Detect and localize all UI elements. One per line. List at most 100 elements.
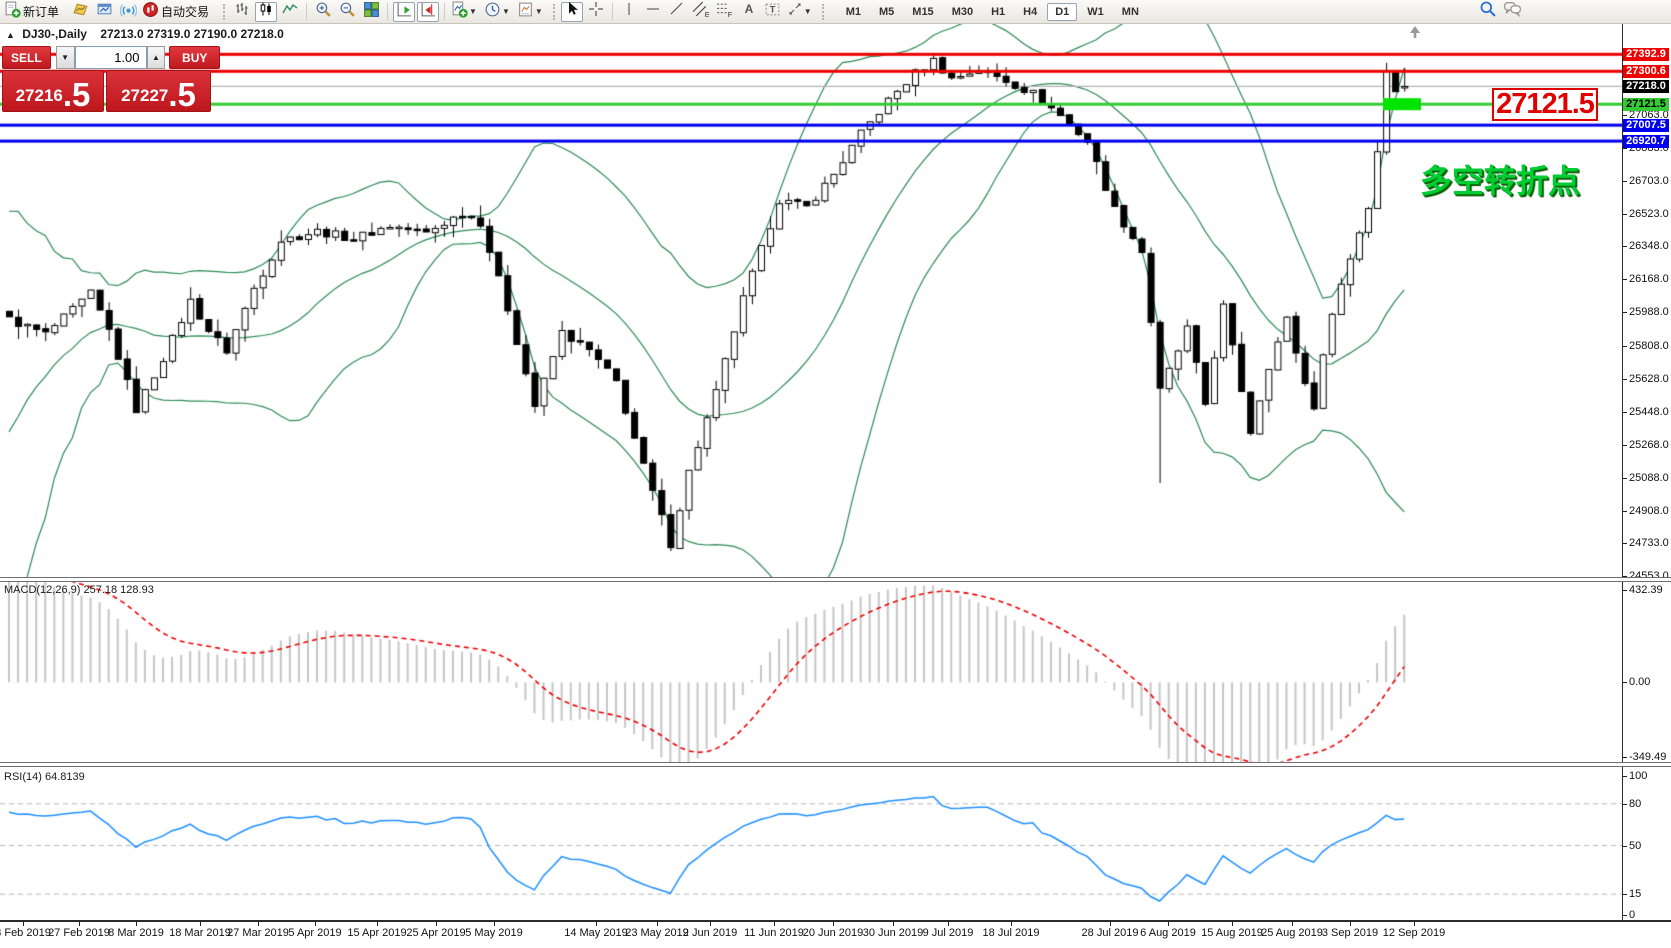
toolbar-separator (387, 3, 389, 20)
price-tick-tick (1622, 411, 1627, 413)
search-icon (1479, 0, 1497, 23)
timeframe-button-M30[interactable]: M30 (951, 5, 974, 18)
price-tick-tick (1622, 312, 1627, 314)
rsi-tick-tick (1622, 894, 1627, 896)
signal-icon (119, 1, 137, 23)
price-tick-tick (1622, 345, 1627, 347)
new-chart-button[interactable] (69, 2, 91, 22)
timeframe-button-H4[interactable]: H4 (1023, 5, 1038, 18)
trendline-icon (669, 1, 685, 22)
text-label-tool[interactable]: T (762, 2, 784, 22)
chevron-down-icon: ▼ (534, 7, 543, 16)
chart-ohlc-info: ▲ DJ30-,Daily 27213.0 27319.0 27190.0 27… (6, 27, 284, 41)
time-axis-line (0, 920, 1671, 922)
rsi-label: RSI(14) 64.8139 (4, 771, 85, 783)
buy-button[interactable]: BUY (169, 46, 221, 69)
rsi-tick-tick (1622, 915, 1627, 916)
date-tick (710, 922, 711, 926)
buy-price-frac: .5 (168, 75, 196, 113)
date-label: 25 Apr 2019 (406, 927, 466, 939)
line-chart-button[interactable] (279, 2, 301, 22)
periods-button[interactable]: ▼ (483, 2, 514, 22)
price-tick-tick (1622, 576, 1627, 578)
sell-price-frac: .5 (62, 75, 91, 113)
profiles-button[interactable] (93, 2, 115, 22)
date-tick (315, 922, 316, 926)
zoom-out-button[interactable] (336, 2, 358, 22)
text-tool[interactable]: A (738, 2, 760, 22)
new-order-label: 新订单 (23, 5, 60, 19)
price-tick-tick (1622, 543, 1627, 545)
timeframe-button-D1[interactable]: D1 (1047, 2, 1078, 21)
fibonacci-icon: F (716, 1, 733, 23)
bar-chart-button[interactable] (231, 2, 253, 22)
chat-button[interactable] (1501, 1, 1523, 21)
macd-tick-label: -349.49 (1629, 751, 1667, 763)
toolbar-separator (306, 3, 308, 20)
candlestick-icon (258, 1, 274, 22)
timeframe-button-W1[interactable]: W1 (1087, 5, 1104, 18)
indicators-button[interactable]: ▼ (450, 1, 481, 22)
main-macd-splitter[interactable] (0, 577, 1671, 582)
timeframe-button-MN[interactable]: MN (1121, 5, 1139, 18)
date-label: 9 Jul 2019 (922, 927, 974, 939)
cursor-button[interactable] (560, 1, 583, 22)
macd-tick-tick (1622, 590, 1627, 591)
line-chart-icon (282, 1, 298, 22)
chart-shift-marker-icon[interactable] (1408, 25, 1422, 44)
volume-input[interactable] (74, 46, 147, 69)
main-chart-canvas[interactable] (0, 24, 1622, 578)
timeframe-button-M1[interactable]: M1 (845, 5, 861, 18)
chart-shift-button[interactable] (417, 1, 440, 22)
price-badge: 27392.9 (1623, 47, 1669, 61)
price-badge: 27218.0 (1623, 79, 1669, 93)
channel-tool[interactable]: E (690, 1, 712, 22)
price-tick-tick (1622, 148, 1627, 150)
buy-price-display[interactable]: 27227 .5 (106, 70, 211, 112)
timeframe-button-M15[interactable]: M15 (912, 5, 934, 18)
time-axis[interactable]: 8 Feb 2019 27 Feb 2019 8 Mar 2019 18 Mar 20… (0, 922, 1671, 948)
svg-text:T: T (770, 4, 776, 15)
price-tick-tick (1622, 279, 1627, 281)
sell-price-display[interactable]: 27216 .5 (2, 70, 104, 112)
date-tick (377, 922, 378, 926)
price-annotation-box[interactable]: 27121.5 (1492, 88, 1598, 121)
auto-trading-label: 自动交易 (161, 5, 210, 19)
fibonacci-tool[interactable]: F (714, 2, 736, 22)
auto-scroll-button[interactable] (393, 1, 416, 22)
panel-collapse-icon[interactable]: ▲ (6, 30, 15, 40)
volume-increase-button[interactable]: ▲ (146, 46, 166, 69)
one-click-trading-panel: SELL ▼ ▲ BUY 27216 .5 27227 .5 (2, 46, 221, 112)
candlestick-chart-button[interactable] (255, 1, 278, 22)
volume-decrease-button[interactable]: ▼ (55, 46, 75, 69)
sell-button[interactable]: SELL (2, 46, 51, 69)
trendline-tool[interactable] (666, 2, 688, 22)
date-label: 27 Mar 2019 (227, 927, 289, 939)
vertical-line-tool[interactable] (618, 2, 640, 22)
crosshair-button[interactable] (585, 2, 607, 22)
signals-button[interactable] (117, 2, 139, 22)
macd-rsi-splitter[interactable] (0, 762, 1671, 767)
timeframe-button-H1[interactable]: H1 (991, 5, 1006, 18)
date-label: 23 May 2019 (625, 927, 689, 939)
arrows-tool[interactable]: ▼ (786, 2, 816, 22)
search-button[interactable] (1477, 1, 1499, 21)
tile-windows-button[interactable] (360, 1, 382, 22)
price-tick-tick (1622, 114, 1627, 116)
clock-icon (484, 1, 501, 23)
templates-button[interactable]: ▼ (516, 2, 547, 22)
rsi-panel-canvas[interactable] (0, 768, 1622, 919)
zoom-in-button[interactable] (312, 2, 334, 22)
turning-point-text[interactable]: 多空转折点 (1420, 163, 1581, 199)
macd-panel-canvas[interactable] (0, 582, 1622, 762)
date-label: 18 Mar 2019 (169, 927, 231, 939)
new-order-button[interactable]: 新订单 (3, 1, 67, 23)
date-label: 8 Feb 2019 (0, 927, 51, 939)
horizontal-line-tool[interactable] (642, 2, 664, 22)
date-label: 5 May 2019 (465, 927, 523, 939)
timeframe-button-M5[interactable]: M5 (879, 5, 895, 18)
auto-trading-button[interactable]: 自动交易 (141, 1, 217, 22)
price-tick-label: 25628.0 (1629, 372, 1669, 385)
new-order-icon (4, 1, 21, 23)
